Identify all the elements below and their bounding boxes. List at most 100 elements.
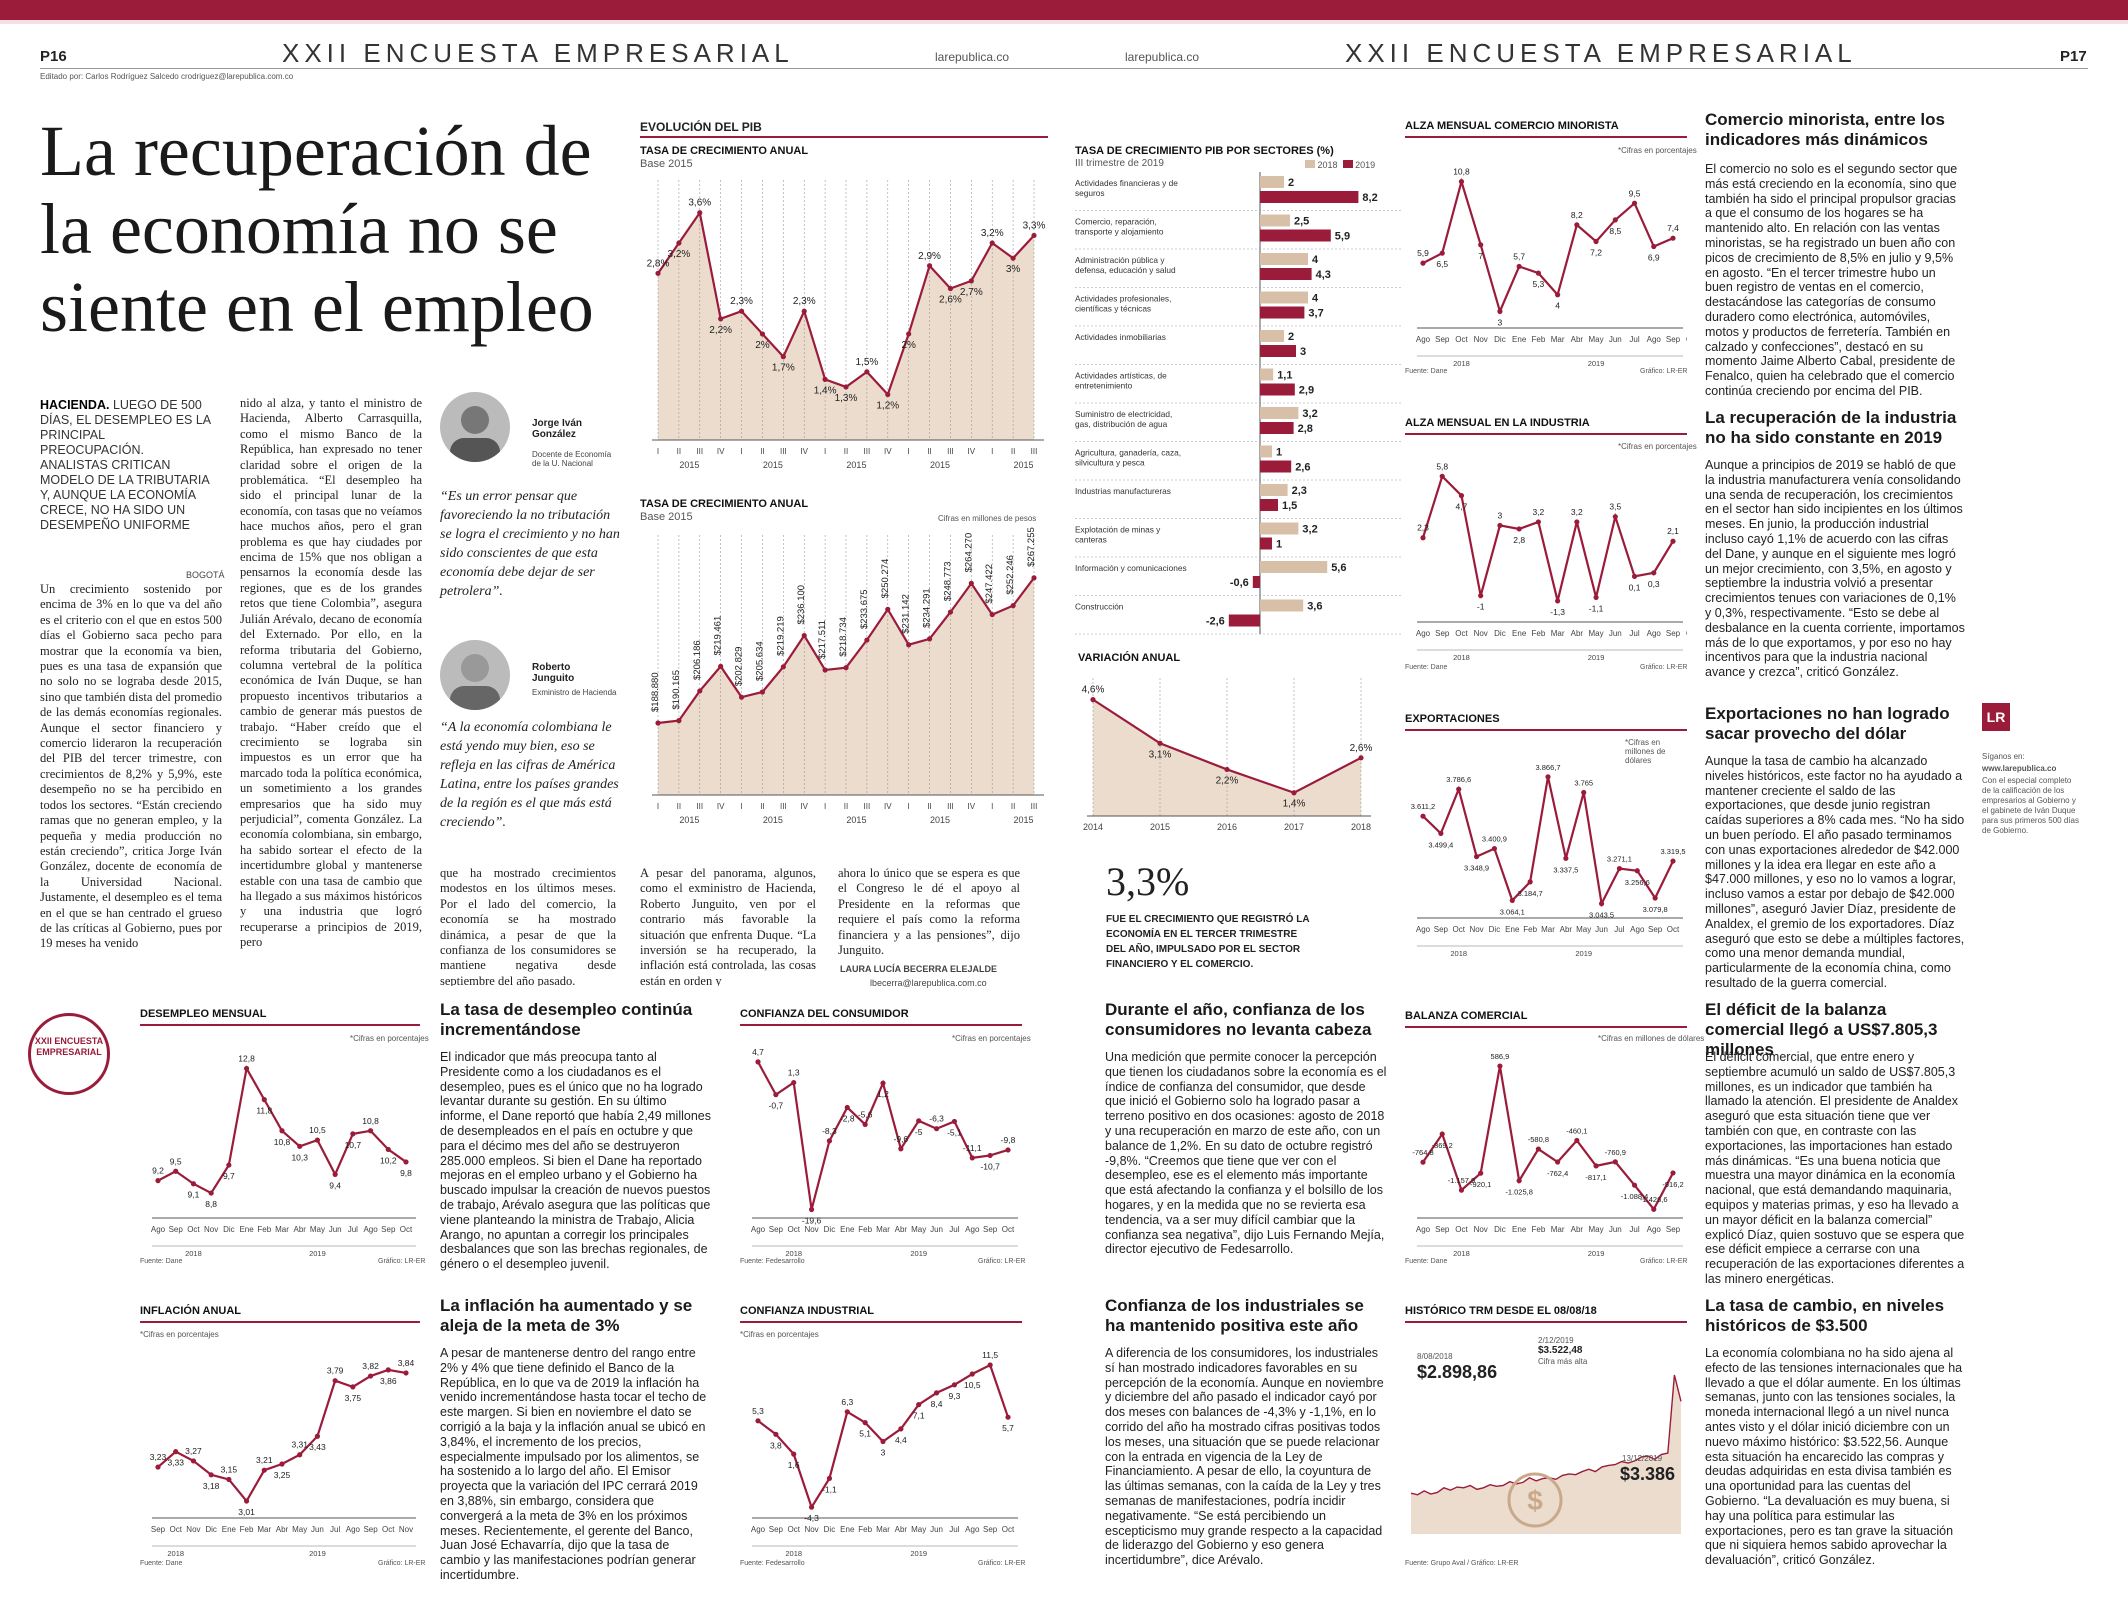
tick-label: Nov <box>1474 629 1488 638</box>
data-point <box>1563 855 1569 861</box>
data-label: 2,1 <box>1667 526 1679 536</box>
data-point <box>969 1371 975 1377</box>
sectores-title: TASA DE CRECIMIENTO PIB POR SECTORES (%) <box>1075 145 1334 157</box>
tick-label: IV <box>800 447 808 456</box>
tick-label: Jul <box>1629 629 1639 638</box>
data-point <box>885 391 891 398</box>
data-label: $248.773 <box>942 561 953 601</box>
year-label: 2015 <box>763 815 783 825</box>
data-label: 11,5 <box>982 1350 998 1360</box>
trm-v1: $2.898,86 <box>1417 1362 1498 1382</box>
data-point <box>1497 308 1503 314</box>
tick-label: Nov <box>804 1225 818 1234</box>
tick-label: Feb <box>858 1525 872 1534</box>
tick-label: Jun <box>311 1525 324 1534</box>
tick-label: Jun <box>1609 335 1622 344</box>
data-point <box>864 369 870 375</box>
data-label: 8,4 <box>931 1399 943 1409</box>
data-point <box>208 1472 214 1478</box>
bar-2019 <box>1260 268 1312 280</box>
tick-label: Mar <box>1551 629 1565 638</box>
sb7-title: Durante el año, confianza de los consumi… <box>1105 1000 1372 1039</box>
trm-n2: Cifra más alta <box>1538 1357 1588 1366</box>
data-label: 9,8 <box>400 1168 412 1178</box>
sectores-chart: Actividades financieras y de seguros 2 8,2 C… <box>1075 172 1403 635</box>
person2-name: Roberto Junguito <box>532 662 575 684</box>
data-point <box>1612 1159 1618 1165</box>
data-label: 1,3 <box>788 1068 800 1078</box>
year-label: 2015 <box>846 815 866 825</box>
data-point <box>755 1059 761 1065</box>
data-point <box>1439 250 1445 256</box>
data-label: 10,8 <box>362 1116 379 1126</box>
desempleo-chart: 9,29,59,18,89,712,811,810,810,310,59,410… <box>151 1053 416 1258</box>
data-label: 4,4 <box>895 1435 907 1445</box>
tick-label: Sep <box>1434 925 1449 934</box>
comercio-note: *Cifras en porcentajes <box>1618 146 1697 155</box>
data-point <box>1516 263 1522 270</box>
trm-title: HISTÓRICO TRM DESDE EL 08/08/18 <box>1405 1305 1597 1317</box>
data-point <box>808 1504 815 1510</box>
consumidor-rule <box>740 1024 1022 1026</box>
data-label: 10,5 <box>309 1125 326 1135</box>
category-label: Explotación de minas y canteras <box>1075 525 1161 545</box>
data-point <box>808 1206 815 1213</box>
data-point <box>1651 243 1657 250</box>
tick-label: Ago <box>1416 335 1431 344</box>
variacion-title: VARIACIÓN ANUAL <box>1078 652 1181 664</box>
pib-sub1: TASA DE CRECIMIENTO ANUAL <box>640 145 809 157</box>
person2-quote: “A la economía colombiana le está yendo … <box>440 720 619 830</box>
dollar-icon-glyph: $ <box>1527 1485 1543 1516</box>
tick-label: Feb <box>257 1225 271 1234</box>
data-point <box>403 1370 409 1376</box>
tick-label: 2015 <box>1150 822 1170 832</box>
data-point <box>1509 897 1515 904</box>
bar-2019 <box>1260 229 1331 242</box>
social-site[interactable]: www.larepublica.co <box>1982 764 2057 773</box>
bar-2018 <box>1260 561 1328 573</box>
data-label: -5,1 <box>947 1127 962 1137</box>
data-label: 2% <box>755 340 770 351</box>
tick-label: III <box>780 802 787 811</box>
data-point <box>261 1467 267 1473</box>
data-point <box>1555 1159 1561 1165</box>
data-label: 10,3 <box>291 1152 308 1162</box>
data-point <box>367 1128 374 1134</box>
bar-2018 <box>1260 253 1308 265</box>
data-point <box>1491 845 1498 852</box>
editor-credit: Editado por: Carlos Rodríguez Salcedo cr… <box>40 72 294 81</box>
tick-label: III <box>864 802 871 811</box>
bar-label: -0,6 <box>1230 577 1249 589</box>
bar-2018 <box>1260 407 1299 419</box>
tick-label: Dic <box>1494 335 1506 344</box>
data-point <box>738 308 745 314</box>
data-label: $219.461 <box>713 616 724 656</box>
data-label: 10,5 <box>964 1380 981 1390</box>
year-label: 2015 <box>930 815 950 825</box>
data-label: 3,2% <box>981 228 1004 239</box>
data-label: 2,2% <box>1216 775 1239 786</box>
data-point <box>676 718 682 724</box>
data-point <box>1631 573 1638 579</box>
tick-label: Abr <box>895 1225 908 1234</box>
data-label: 3.400,9 <box>1482 835 1507 844</box>
data-point <box>1005 1414 1011 1420</box>
tick-label: Jun <box>1609 1225 1622 1234</box>
data-point <box>1478 593 1484 599</box>
data-point <box>314 1433 321 1439</box>
sb3-title: El déficit de la balanza comercial llegó… <box>1705 1000 1938 1059</box>
data-point <box>1420 535 1426 541</box>
byline-email: lbecerra@larepublica.com.co <box>870 978 987 988</box>
data-label: 3 <box>1498 317 1503 327</box>
data-point <box>385 1146 391 1153</box>
data-label: -1,3 <box>1550 607 1565 617</box>
trm-src: Fuente: Grupo Aval / Gráfico: LR-ER <box>1405 1560 1519 1567</box>
tick-label: I <box>657 447 659 456</box>
person1-name: Jorge Iván González <box>532 418 583 440</box>
tick-label: May <box>1589 629 1604 638</box>
tick-label: Ago <box>346 1525 361 1534</box>
data-label: -762,4 <box>1547 1169 1568 1178</box>
consumidor-title: CONFIANZA DEL CONSUMIDOR <box>740 1008 909 1020</box>
bar-2018 <box>1260 176 1284 188</box>
bar-2018 <box>1260 484 1288 496</box>
